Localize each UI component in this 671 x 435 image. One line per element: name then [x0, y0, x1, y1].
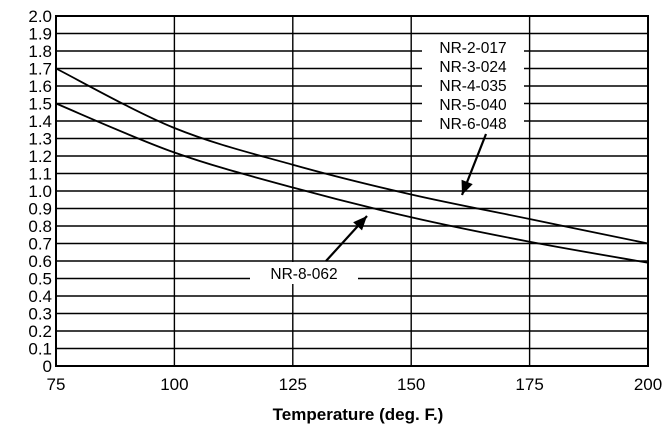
y-tick-label: 0	[43, 357, 52, 376]
series-line-2	[55, 102, 649, 264]
annotation-label: NR-5-040	[439, 97, 507, 114]
y-tick-label: 0.8	[28, 217, 52, 236]
upper-group-annotation: NR-2-017 NR-3-024 NR-4-035 NR-5-040 NR-6-048	[422, 37, 524, 196]
grid	[55, 15, 649, 367]
y-tick-label: 1.3	[28, 130, 52, 149]
y-tick-label: 0.9	[28, 200, 52, 219]
series-line-1	[55, 67, 649, 245]
y-tick-label: 1.6	[28, 77, 52, 96]
y-tick-label: 0.2	[28, 322, 52, 341]
plot-frame	[55, 15, 649, 367]
y-tick-label: 1.1	[28, 165, 52, 184]
upper-arrow-head	[461, 179, 473, 195]
lower-label-bg	[250, 262, 358, 284]
series-lines	[55, 67, 649, 264]
x-tick-label: 100	[160, 375, 188, 394]
annotation-label: NR-4-035	[439, 78, 506, 95]
annotation-label: NR-6-048	[439, 116, 506, 133]
y-tick-label: 1.8	[28, 42, 52, 61]
y-tick-label: 0.7	[28, 235, 52, 254]
annotations: NR-2-017 NR-3-024 NR-4-035 NR-5-040 NR-6-048…	[250, 37, 524, 284]
annotation-label: NR-8-062	[270, 266, 337, 283]
y-tick-label: 0.5	[28, 270, 52, 289]
y-tick-label: 1.5	[28, 95, 52, 114]
y-tick-label: 1.0	[28, 182, 52, 201]
y-tick-label: 2.0	[28, 7, 52, 26]
x-axis-label: Temperature (deg. F.)	[273, 405, 444, 424]
x-tick-label: 125	[279, 375, 307, 394]
y-tick-label: 0.4	[28, 287, 52, 306]
y-tick-label: 1.2	[28, 147, 52, 166]
x-tick-label: 200	[634, 375, 662, 394]
y-tick-label: 0.1	[28, 340, 52, 359]
x-tick-label: 75	[47, 375, 66, 394]
lower-arrow-head	[353, 216, 367, 231]
y-tick-label: 1.4	[28, 112, 52, 131]
y-tick-label: 0.3	[28, 305, 52, 324]
y-tick-label: 1.7	[28, 60, 52, 79]
y-tick-label: 1.9	[28, 25, 52, 44]
annotation-label: NR-2-017	[439, 40, 506, 57]
lower-annotation: NR-8-062	[250, 215, 368, 284]
x-tick-label: 150	[397, 375, 425, 394]
y-tick-label: 0.6	[28, 252, 52, 271]
upper-label-bg	[422, 37, 524, 136]
tick-labels: 00.10.20.30.40.50.60.70.80.91.01.11.21.3…	[28, 7, 662, 394]
x-tick-label: 175	[515, 375, 543, 394]
annotation-label: NR-3-024	[439, 59, 507, 76]
